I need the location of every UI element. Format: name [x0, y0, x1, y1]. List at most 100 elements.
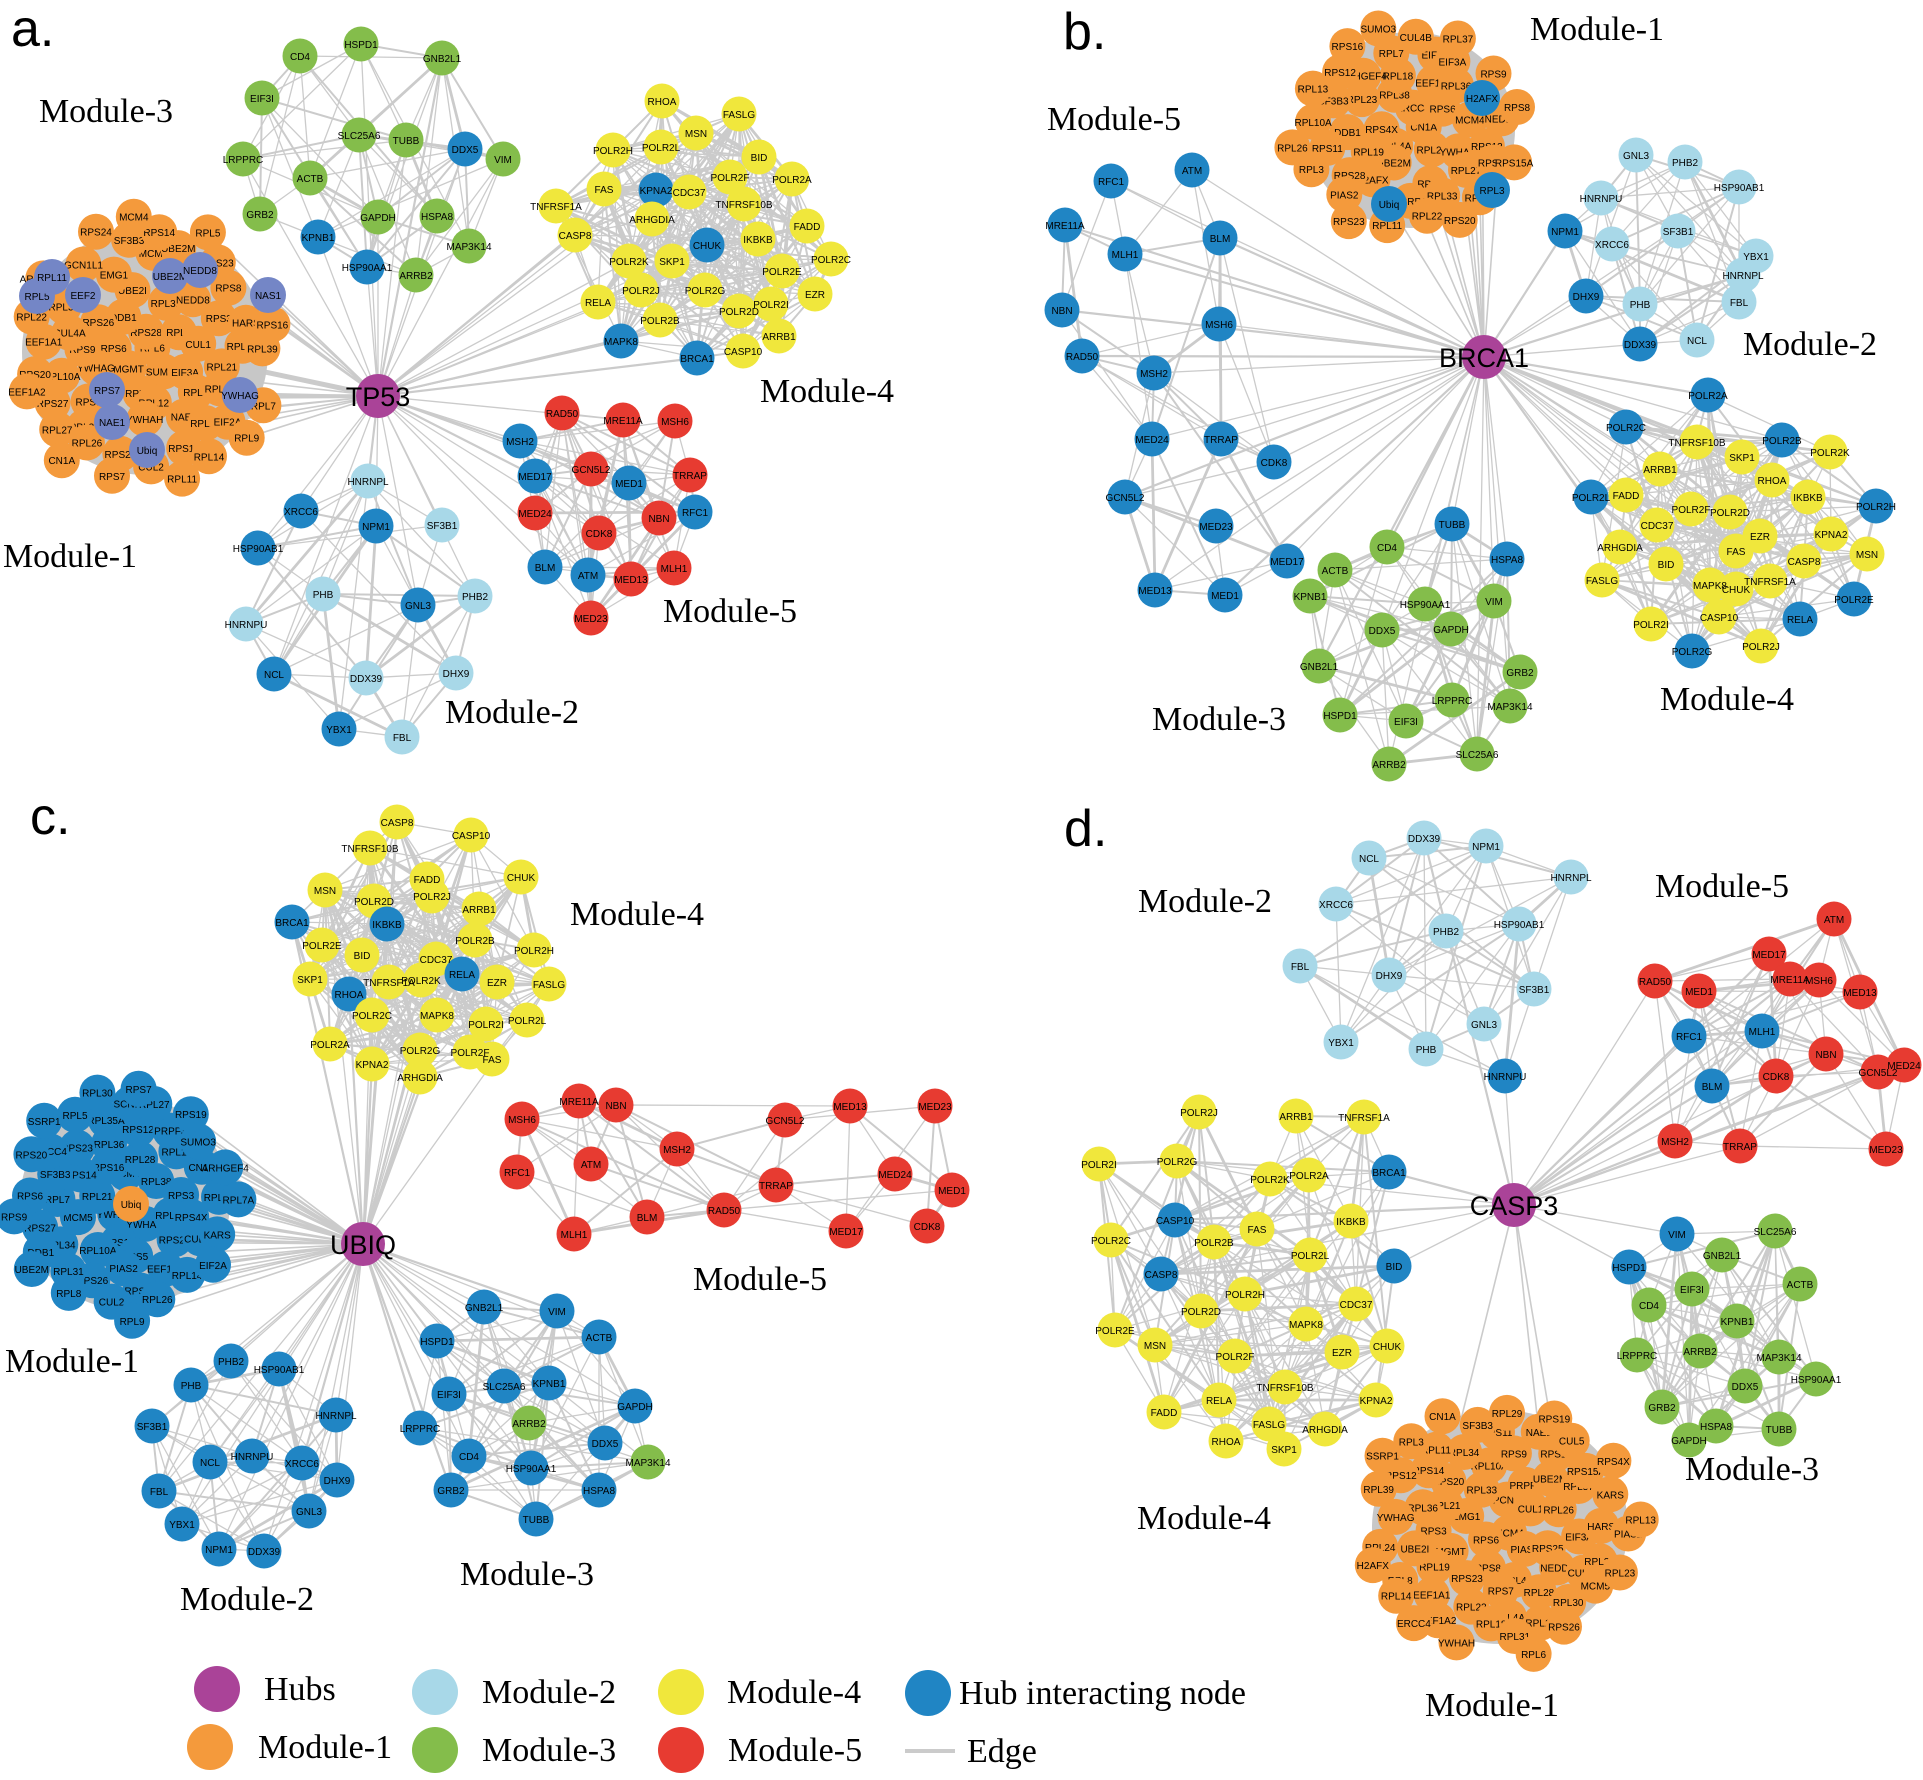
svg-text:RAD50: RAD50 — [708, 1206, 741, 1217]
svg-text:MLH1: MLH1 — [1749, 1027, 1776, 1038]
svg-text:POLR2C: POLR2C — [811, 255, 851, 266]
svg-text:RHOA: RHOA — [1758, 476, 1787, 487]
svg-text:KPNB1: KPNB1 — [1721, 1317, 1754, 1328]
svg-text:Module-4: Module-4 — [1137, 1500, 1271, 1537]
svg-text:RPS6: RPS6 — [17, 1192, 44, 1203]
svg-text:RHOA: RHOA — [1212, 1437, 1241, 1448]
svg-text:BLM: BLM — [637, 1213, 658, 1224]
svg-text:GRB2: GRB2 — [437, 1486, 465, 1497]
svg-text:EIF3A: EIF3A — [171, 368, 199, 379]
svg-text:RHOA: RHOA — [335, 990, 364, 1001]
svg-text:d.: d. — [1064, 800, 1107, 858]
svg-text:POLR2K: POLR2K — [1250, 1175, 1290, 1186]
svg-text:KPNA2: KPNA2 — [1360, 1396, 1393, 1407]
svg-text:POLR2L: POLR2L — [508, 1016, 547, 1027]
svg-text:RPS12: RPS12 — [1324, 68, 1356, 79]
svg-text:RPS9: RPS9 — [69, 345, 96, 356]
svg-text:CASP8: CASP8 — [559, 231, 592, 242]
svg-text:RPS23: RPS23 — [202, 258, 234, 269]
svg-text:TUBB: TUBB — [523, 1515, 550, 1526]
svg-text:MED23: MED23 — [574, 614, 608, 625]
svg-text:HSPA8: HSPA8 — [1700, 1422, 1732, 1433]
svg-text:TNFRSF10B: TNFRSF10B — [341, 844, 399, 855]
svg-text:UBE2M: UBE2M — [15, 1265, 49, 1276]
svg-text:RPS11: RPS11 — [1312, 144, 1343, 155]
svg-text:UBE2I: UBE2I — [1400, 1544, 1429, 1555]
svg-text:CUL1: CUL1 — [185, 340, 211, 351]
svg-text:CUL4A: CUL4A — [53, 329, 86, 340]
svg-text:RPL19: RPL19 — [155, 1211, 186, 1222]
svg-text:GCN1L1: GCN1L1 — [64, 261, 103, 272]
svg-text:PHB: PHB — [1630, 300, 1651, 311]
svg-text:HSP90AA1: HSP90AA1 — [1791, 1375, 1842, 1386]
svg-text:Module-1: Module-1 — [3, 538, 137, 575]
svg-text:Hubs: Hubs — [264, 1671, 336, 1708]
svg-text:FAS: FAS — [483, 1055, 502, 1066]
svg-text:XRCC6: XRCC6 — [284, 507, 318, 518]
svg-text:MED24: MED24 — [1887, 1061, 1921, 1072]
svg-text:LRPPRC: LRPPRC — [400, 1424, 441, 1435]
svg-text:RPL11: RPL11 — [1372, 221, 1402, 232]
svg-text:MAPK8: MAPK8 — [1289, 1320, 1323, 1331]
svg-text:PIAS2: PIAS2 — [1614, 1530, 1643, 1541]
svg-text:MAPK8: MAPK8 — [604, 337, 638, 348]
svg-text:Module-1: Module-1 — [1530, 11, 1664, 48]
svg-text:RPS15A: RPS15A — [1567, 1467, 1606, 1478]
svg-text:Module-5: Module-5 — [1655, 868, 1789, 905]
svg-text:RPL22: RPL22 — [1412, 212, 1443, 223]
svg-text:POLR2H: POLR2H — [593, 146, 633, 157]
svg-text:NEDD8: NEDD8 — [176, 295, 210, 306]
svg-text:PHB: PHB — [1416, 1045, 1437, 1056]
svg-text:KARS: KARS — [204, 1230, 232, 1241]
svg-text:ERCC4: ERCC4 — [1396, 104, 1430, 115]
svg-text:HSPA8: HSPA8 — [1491, 555, 1523, 566]
svg-text:RPL21: RPL21 — [82, 1192, 113, 1203]
svg-text:POLR2I: POLR2I — [753, 300, 789, 311]
svg-text:RAD50: RAD50 — [1639, 977, 1672, 988]
svg-text:EIF3I: EIF3I — [250, 94, 274, 105]
svg-text:GNB2L1: GNB2L1 — [423, 54, 462, 65]
svg-text:DDB1: DDB1 — [27, 1248, 54, 1259]
svg-text:MED13: MED13 — [1138, 586, 1172, 597]
svg-text:MCM4: MCM4 — [119, 213, 149, 224]
svg-text:YBX1: YBX1 — [1743, 252, 1769, 263]
svg-text:RPS14: RPS14 — [143, 228, 175, 239]
svg-text:RPS16: RPS16 — [1540, 1450, 1572, 1461]
svg-text:TP53: TP53 — [346, 382, 411, 412]
svg-text:RPS26: RPS26 — [76, 1276, 108, 1287]
svg-text:HNRNPU: HNRNPU — [1484, 1072, 1527, 1083]
svg-text:RPS19: RPS19 — [1538, 1415, 1570, 1426]
svg-text:RPL28: RPL28 — [1524, 1588, 1555, 1599]
svg-text:MSH2: MSH2 — [1661, 1137, 1689, 1148]
svg-text:RPS14: RPS14 — [65, 1171, 97, 1182]
svg-text:SLC25A6: SLC25A6 — [483, 1382, 526, 1393]
svg-text:Module-4: Module-4 — [727, 1674, 861, 1711]
svg-text:RPL33: RPL33 — [1427, 191, 1458, 202]
svg-text:RPS15A: RPS15A — [1495, 158, 1534, 169]
svg-text:RPL36: RPL36 — [1407, 1503, 1438, 1514]
svg-text:POLR2F: POLR2F — [711, 173, 750, 184]
svg-text:MSH6: MSH6 — [1205, 320, 1233, 331]
svg-text:POLR2A: POLR2A — [1688, 391, 1728, 402]
svg-text:RPL33: RPL33 — [1467, 1486, 1498, 1497]
svg-text:MED23: MED23 — [1869, 1145, 1903, 1156]
svg-text:GAPDH: GAPDH — [1671, 1436, 1707, 1447]
svg-text:RPL11: RPL11 — [161, 1147, 191, 1158]
svg-text:YWHAH: YWHAH — [97, 1210, 134, 1221]
svg-text:Module-5: Module-5 — [693, 1261, 827, 1298]
svg-text:IKBKB: IKBKB — [372, 920, 402, 931]
svg-text:CASP10: CASP10 — [724, 347, 763, 358]
svg-text:ATM: ATM — [1182, 166, 1202, 177]
svg-text:SF3B3: SF3B3 — [114, 236, 145, 247]
svg-text:POLR2D: POLR2D — [719, 307, 759, 318]
svg-text:NAS1: NAS1 — [255, 291, 282, 302]
svg-text:MSH6: MSH6 — [508, 1115, 536, 1126]
svg-text:POLR2K: POLR2K — [401, 976, 441, 987]
svg-text:MED17: MED17 — [1270, 557, 1304, 568]
svg-text:FBL: FBL — [1730, 298, 1749, 309]
svg-text:RPS20: RPS20 — [16, 1150, 48, 1161]
svg-text:NEDD8: NEDD8 — [183, 266, 217, 277]
svg-text:BID: BID — [751, 153, 768, 164]
svg-text:EIF3A: EIF3A — [1439, 57, 1467, 68]
svg-text:Ubiq: Ubiq — [1379, 200, 1400, 211]
